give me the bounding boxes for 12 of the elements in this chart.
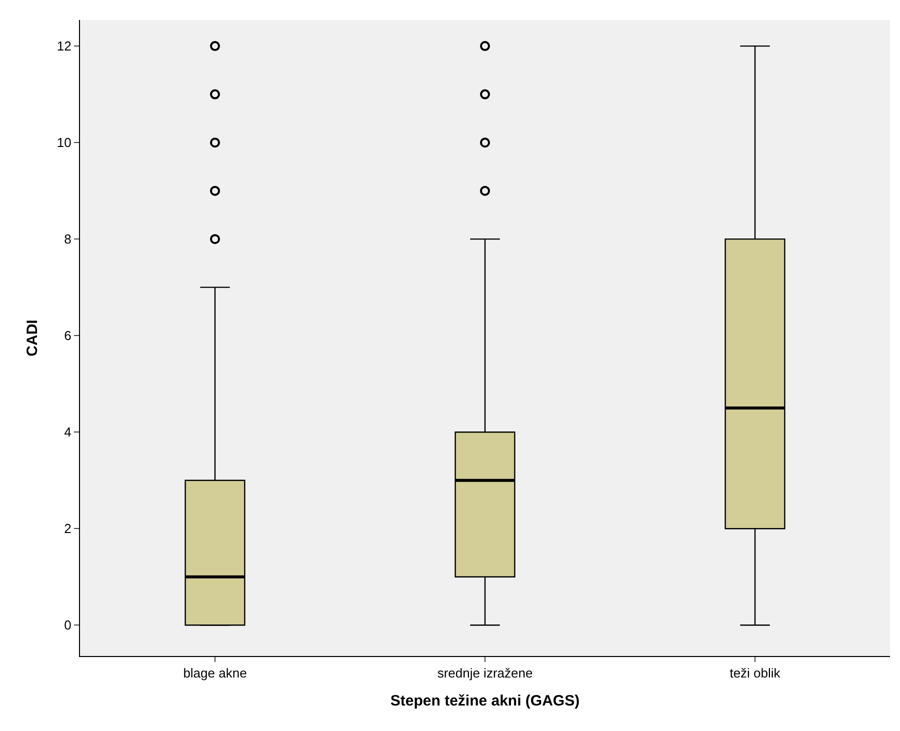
x-axis-title: Stepen težine akni (GAGS) bbox=[390, 692, 580, 710]
y-tick-label: 10 bbox=[56, 135, 72, 150]
y-tick-label: 12 bbox=[56, 38, 72, 54]
y-tick-label: 2 bbox=[64, 521, 72, 536]
y-tick-label: 4 bbox=[64, 424, 72, 440]
x-tick-label: srednje izražene bbox=[437, 666, 533, 681]
x-tick-label: teži oblik bbox=[730, 666, 781, 681]
y-tick-label: 8 bbox=[64, 232, 72, 247]
x-tick-label: blage akne bbox=[183, 666, 247, 681]
y-tick-label: 0 bbox=[64, 618, 72, 633]
y-axis-title: CADI bbox=[24, 320, 42, 356]
y-tick-label: 6 bbox=[64, 328, 72, 344]
